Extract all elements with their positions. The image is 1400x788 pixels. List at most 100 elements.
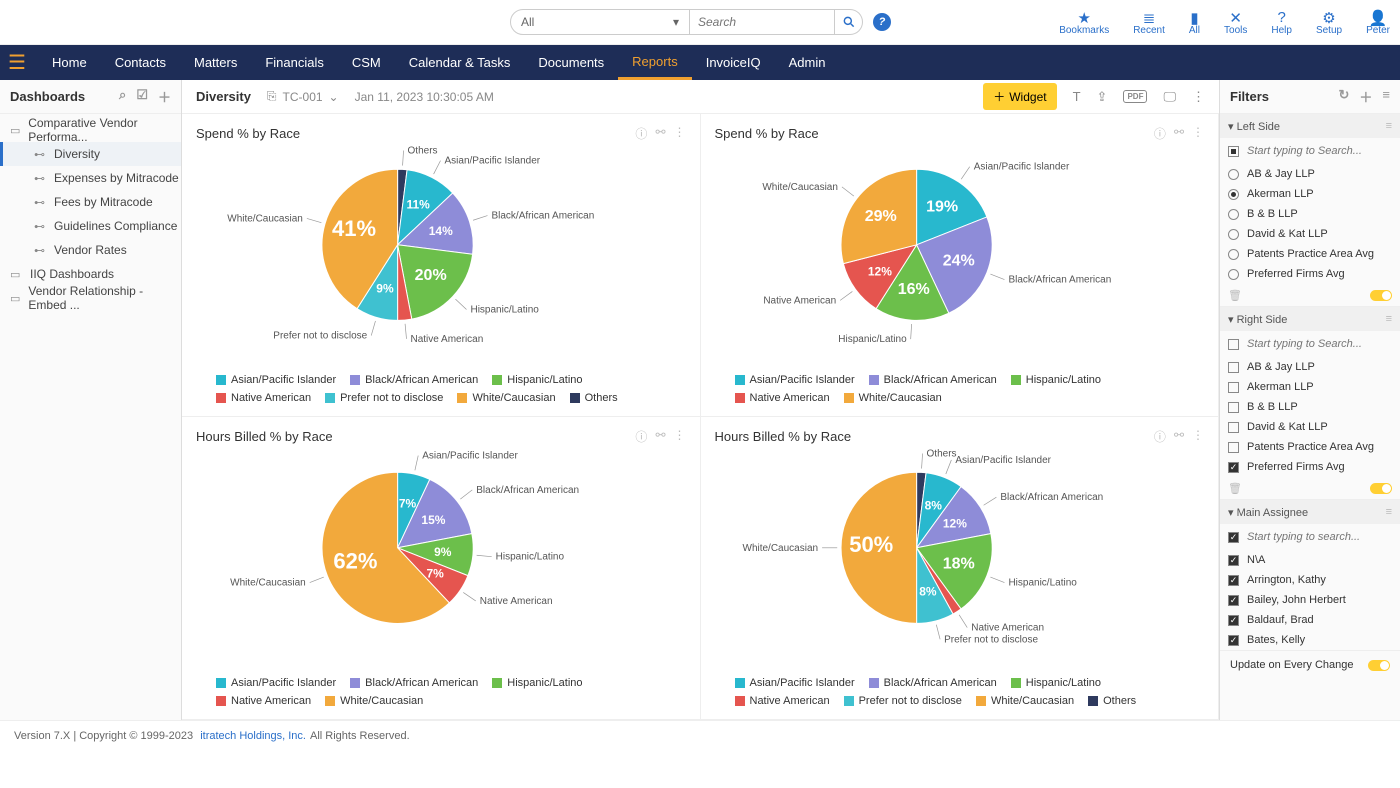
display-icon[interactable]: 🖵 bbox=[1163, 89, 1176, 105]
filter-option[interactable]: David & Kat LLP bbox=[1247, 228, 1328, 240]
trash-icon[interactable]: 🗑 bbox=[1228, 289, 1242, 302]
info-icon[interactable]: ⓘ bbox=[635, 428, 647, 445]
filter-option[interactable]: Akerman LLP bbox=[1247, 188, 1314, 200]
nav-contacts[interactable]: Contacts bbox=[101, 45, 180, 80]
checkbox[interactable]: ✓ bbox=[1228, 575, 1239, 586]
radio[interactable] bbox=[1228, 209, 1239, 220]
refresh-icon[interactable]: ↻ bbox=[1338, 87, 1349, 106]
search-input[interactable] bbox=[690, 9, 835, 35]
link-icon[interactable]: ⚯ bbox=[655, 428, 665, 445]
top-tools[interactable]: ✕Tools bbox=[1224, 9, 1247, 36]
hamburger-icon[interactable]: ☰ bbox=[8, 50, 38, 75]
checkbox[interactable] bbox=[1228, 402, 1239, 413]
search-filter-select[interactable]: All▾ bbox=[510, 9, 690, 35]
nav-documents[interactable]: Documents bbox=[524, 45, 618, 80]
filter-search[interactable] bbox=[1247, 531, 1367, 543]
nav-invoiceiq[interactable]: InvoiceIQ bbox=[692, 45, 775, 80]
filter-search[interactable] bbox=[1247, 338, 1367, 350]
filter-option[interactable]: David & Kat LLP bbox=[1247, 421, 1328, 433]
filter-option[interactable]: N\A bbox=[1247, 554, 1265, 566]
section-toggle[interactable] bbox=[1370, 483, 1392, 494]
nav-admin[interactable]: Admin bbox=[775, 45, 840, 80]
more-icon[interactable]: ⋮ bbox=[674, 125, 686, 142]
filter-option[interactable]: Arrington, Kathy bbox=[1247, 574, 1326, 586]
filter-option[interactable]: Bailey, John Herbert bbox=[1247, 594, 1346, 606]
checkbox[interactable]: ✓ bbox=[1228, 595, 1239, 606]
nav-calendartasks[interactable]: Calendar & Tasks bbox=[395, 45, 525, 80]
top-setup[interactable]: ⚙Setup bbox=[1316, 9, 1342, 36]
checkbox[interactable]: ✓ bbox=[1228, 462, 1239, 473]
tree-item[interactable]: ⊷Fees by Mitracode bbox=[0, 190, 181, 214]
tree-item[interactable]: ▭Vendor Relationship - Embed ... bbox=[0, 286, 181, 310]
export-icon[interactable]: ⇪ bbox=[1097, 89, 1108, 105]
checkbox[interactable] bbox=[1228, 362, 1239, 373]
search-icon[interactable]: ⌕ bbox=[119, 87, 126, 106]
info-icon[interactable]: ⓘ bbox=[1154, 428, 1166, 445]
check-icon[interactable]: ☑ bbox=[136, 87, 148, 106]
top-all[interactable]: ▮All bbox=[1189, 9, 1200, 36]
filter-option[interactable]: Patents Practice Area Avg bbox=[1247, 441, 1374, 453]
help-icon[interactable]: ? bbox=[873, 13, 891, 31]
checkbox[interactable] bbox=[1228, 442, 1239, 453]
more-icon[interactable]: ⋮ bbox=[674, 428, 686, 445]
svg-text:Others: Others bbox=[926, 448, 956, 459]
svg-text:11%: 11% bbox=[407, 197, 431, 211]
filter-option[interactable]: AB & Jay LLP bbox=[1247, 168, 1315, 180]
search-button[interactable] bbox=[835, 9, 863, 35]
filter-option[interactable]: Bates, Kelly bbox=[1247, 634, 1305, 646]
radio[interactable] bbox=[1228, 229, 1239, 240]
tree-item[interactable]: ⊷Guidelines Compliance bbox=[0, 214, 181, 238]
checkbox[interactable]: ✓ bbox=[1228, 615, 1239, 626]
nav-reports[interactable]: Reports bbox=[618, 45, 692, 80]
radio[interactable] bbox=[1228, 169, 1239, 180]
tree-item[interactable]: ▭Comparative Vendor Performa... bbox=[0, 118, 181, 142]
radio[interactable] bbox=[1228, 269, 1239, 280]
checkbox[interactable] bbox=[1228, 382, 1239, 393]
radio[interactable] bbox=[1228, 249, 1239, 260]
tree-item[interactable]: ▭IIQ Dashboards bbox=[0, 262, 181, 286]
top-peter[interactable]: 👤Peter bbox=[1366, 9, 1390, 36]
filter-option[interactable]: Baldauf, Brad bbox=[1247, 614, 1314, 626]
tree-item[interactable]: ⊷Diversity bbox=[0, 142, 181, 166]
top-help[interactable]: ?Help bbox=[1271, 9, 1292, 36]
menu-icon[interactable]: ≡ bbox=[1382, 87, 1390, 106]
link-icon[interactable]: ⚯ bbox=[1174, 125, 1184, 142]
tree-item[interactable]: ⊷Vendor Rates bbox=[0, 238, 181, 262]
radio[interactable] bbox=[1228, 189, 1239, 200]
section-toggle[interactable] bbox=[1370, 290, 1392, 301]
company-link[interactable]: itratech Holdings, Inc. bbox=[200, 730, 306, 742]
add-widget-button[interactable]: ＋Widget bbox=[983, 83, 1056, 110]
checkbox[interactable]: ✓ bbox=[1228, 555, 1239, 566]
more-icon[interactable]: ⋮ bbox=[1192, 89, 1205, 105]
info-icon[interactable]: ⓘ bbox=[635, 125, 647, 142]
add-filter-icon[interactable]: ＋ bbox=[1359, 87, 1372, 106]
filter-option[interactable]: AB & Jay LLP bbox=[1247, 361, 1315, 373]
filter-option[interactable]: B & B LLP bbox=[1247, 401, 1298, 413]
checkbox[interactable]: ✓ bbox=[1228, 635, 1239, 646]
svg-text:Hispanic/Latino: Hispanic/Latino bbox=[470, 304, 539, 315]
nav-financials[interactable]: Financials bbox=[251, 45, 338, 80]
checkbox[interactable] bbox=[1228, 422, 1239, 433]
nav-home[interactable]: Home bbox=[38, 45, 101, 80]
update-toggle[interactable] bbox=[1368, 660, 1390, 671]
trash-icon[interactable]: 🗑 bbox=[1228, 482, 1242, 495]
filter-option[interactable]: B & B LLP bbox=[1247, 208, 1298, 220]
nav-matters[interactable]: Matters bbox=[180, 45, 251, 80]
filter-option[interactable]: Akerman LLP bbox=[1247, 381, 1314, 393]
text-icon[interactable]: T bbox=[1073, 89, 1081, 104]
filter-option[interactable]: Preferred Firms Avg bbox=[1247, 268, 1345, 280]
more-icon[interactable]: ⋮ bbox=[1192, 428, 1204, 445]
filter-option[interactable]: Preferred Firms Avg bbox=[1247, 461, 1345, 473]
more-icon[interactable]: ⋮ bbox=[1192, 125, 1204, 142]
add-icon[interactable]: ＋ bbox=[158, 87, 171, 106]
tree-item[interactable]: ⊷Expenses by Mitracode bbox=[0, 166, 181, 190]
filter-search[interactable] bbox=[1247, 145, 1367, 157]
top-bookmarks[interactable]: ★Bookmarks bbox=[1059, 9, 1109, 36]
nav-csm[interactable]: CSM bbox=[338, 45, 395, 80]
pdf-icon[interactable]: PDF bbox=[1123, 90, 1147, 103]
filter-option[interactable]: Patents Practice Area Avg bbox=[1247, 248, 1374, 260]
link-icon[interactable]: ⚯ bbox=[1174, 428, 1184, 445]
top-recent[interactable]: ≣Recent bbox=[1133, 9, 1165, 36]
link-icon[interactable]: ⚯ bbox=[655, 125, 665, 142]
info-icon[interactable]: ⓘ bbox=[1154, 125, 1166, 142]
